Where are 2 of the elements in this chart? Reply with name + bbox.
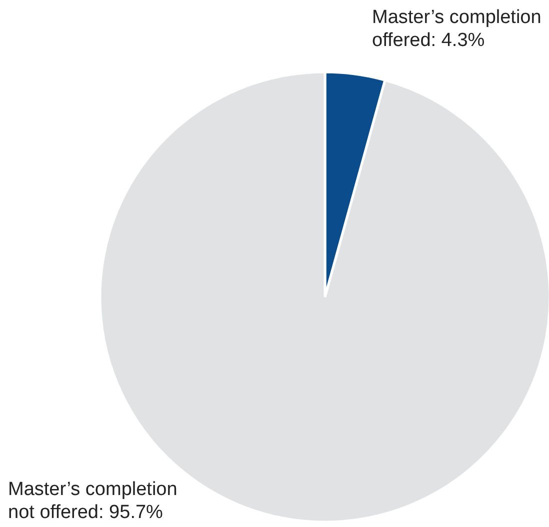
slice-label: Master’s completion offered: 4.3% xyxy=(372,7,542,51)
slice-label: Master’s completion not offered: 95.7% xyxy=(8,479,178,523)
